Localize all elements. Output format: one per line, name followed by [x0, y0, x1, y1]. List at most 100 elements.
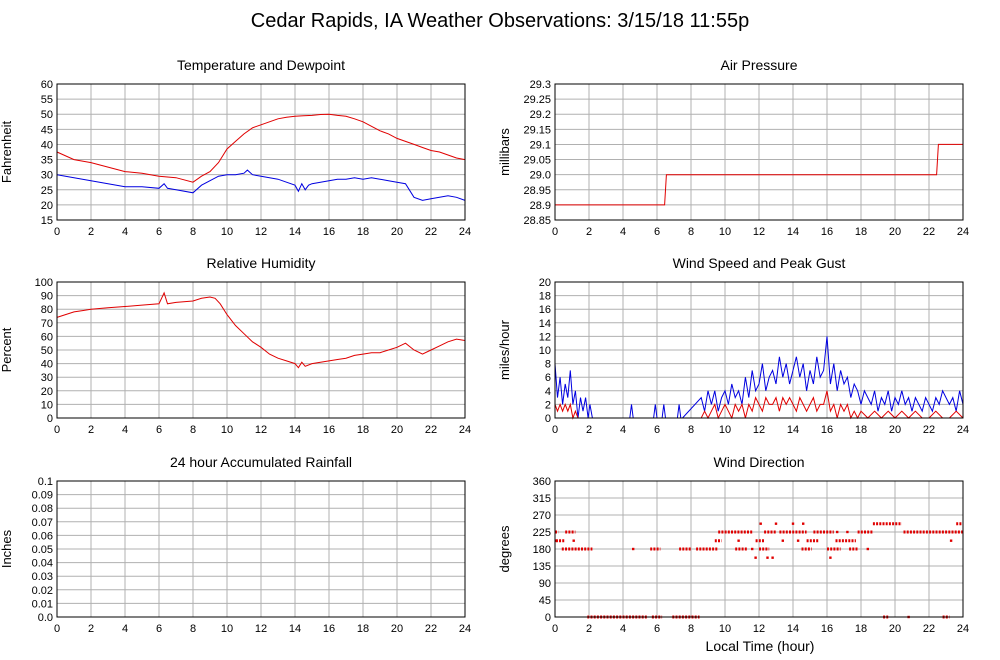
y-tick-label: 18 — [539, 291, 551, 303]
x-tick-label: 8 — [190, 623, 196, 635]
x-tick-label: 2 — [586, 226, 592, 238]
x-tick-label: 6 — [654, 424, 660, 436]
chart-title: Air Pressure — [720, 57, 797, 73]
y-tick-label: 40 — [41, 139, 53, 151]
y-tick-label: 20 — [41, 200, 53, 212]
x-tick-label: 6 — [156, 226, 162, 238]
y-tick-label: 135 — [533, 561, 551, 573]
y-axis-label: Inches — [0, 529, 14, 568]
y-tick-label: 25 — [41, 185, 53, 197]
x-tick-label: 18 — [357, 623, 369, 635]
x-tick-label: 10 — [719, 226, 731, 238]
y-tick-label: 225 — [533, 527, 551, 539]
y-tick-label: 20 — [41, 386, 53, 398]
y-tick-label: 90 — [539, 578, 551, 590]
y-tick-label: 270 — [533, 510, 551, 522]
y-tick-label: 0.08 — [32, 503, 53, 515]
y-tick-label: 30 — [41, 372, 53, 384]
x-tick-label: 16 — [323, 424, 335, 436]
y-tick-label: 180 — [533, 544, 551, 556]
x-tick-label: 0 — [54, 623, 60, 635]
y-tick-label: 315 — [533, 493, 551, 505]
x-tick-label: 10 — [719, 424, 731, 436]
direction-point — [632, 547, 635, 551]
x-tick-label: 0 — [552, 623, 558, 635]
x-tick-label: 20 — [889, 226, 901, 238]
direction-point — [572, 539, 575, 542]
x-tick-label: 16 — [821, 424, 833, 436]
y-tick-label: 29.05 — [523, 155, 551, 167]
x-tick-label: 4 — [620, 226, 626, 238]
x-tick-label: 0 — [552, 424, 558, 436]
plot-frame — [554, 281, 964, 419]
plot-frame — [554, 83, 964, 221]
x-tick-label: 20 — [889, 623, 901, 635]
y-tick-label: 100 — [35, 277, 53, 289]
y-tick-label: 29.25 — [523, 94, 551, 106]
x-tick-label: 18 — [855, 424, 867, 436]
x-tick-label: 22 — [425, 226, 437, 238]
x-tick-label: 16 — [323, 623, 335, 635]
y-tick-label: 0.0 — [38, 612, 53, 624]
y-tick-label: 360 — [533, 476, 551, 488]
x-tick-label: 8 — [190, 226, 196, 238]
direction-point — [829, 556, 832, 559]
y-tick-label: 28.9 — [530, 200, 551, 212]
direction-point — [737, 539, 740, 542]
direction-point — [836, 530, 839, 534]
series-line-0 — [555, 143, 963, 206]
x-tick-label: 20 — [391, 424, 403, 436]
x-tick-label: 2 — [88, 424, 94, 436]
x-axis-label: Local Time (hour) — [706, 638, 815, 654]
chart-title: Relative Humidity — [207, 255, 316, 271]
x-tick-label: 16 — [323, 226, 335, 238]
y-tick-label: 90 — [41, 291, 53, 303]
y-tick-label: 12 — [539, 331, 551, 343]
x-tick-label: 2 — [88, 226, 94, 238]
direction-point — [781, 539, 784, 542]
x-tick-label: 18 — [855, 623, 867, 635]
direction-point — [751, 547, 754, 551]
y-axis-label: Percent — [0, 327, 14, 372]
x-tick-label: 0 — [552, 226, 558, 238]
y-tick-label: 29.0 — [530, 170, 551, 182]
y-tick-label: 40 — [41, 359, 53, 371]
chart-title: Wind Direction — [713, 454, 804, 470]
direction-point — [766, 556, 769, 559]
y-tick-label: 0.06 — [32, 530, 53, 542]
x-tick-label: 18 — [357, 226, 369, 238]
y-tick-label: 0 — [47, 413, 53, 425]
x-tick-label: 10 — [719, 623, 731, 635]
y-axis-label: millibars — [497, 128, 512, 176]
x-tick-label: 4 — [122, 226, 128, 238]
x-tick-label: 22 — [923, 623, 935, 635]
figure-title: Cedar Rapids, IA Weather Observations: 3… — [251, 10, 749, 32]
x-tick-label: 24 — [957, 424, 969, 436]
x-tick-label: 4 — [122, 623, 128, 635]
y-axis-label: Fahrenheit — [0, 121, 14, 184]
plot-frame — [554, 480, 964, 618]
plot-frame — [56, 281, 466, 419]
y-tick-label: 60 — [41, 331, 53, 343]
x-tick-label: 16 — [821, 623, 833, 635]
y-tick-label: 15 — [41, 215, 53, 227]
x-tick-label: 0 — [54, 424, 60, 436]
x-tick-label: 8 — [688, 623, 694, 635]
y-tick-label: 0.1 — [38, 476, 53, 488]
y-tick-label: 45 — [41, 124, 53, 136]
x-tick-label: 22 — [425, 424, 437, 436]
x-tick-label: 12 — [255, 424, 267, 436]
x-tick-label: 24 — [459, 623, 471, 635]
y-tick-label: 0.02 — [32, 585, 53, 597]
y-tick-label: 50 — [41, 345, 53, 357]
x-tick-label: 12 — [753, 424, 765, 436]
chart-title: Wind Speed and Peak Gust — [673, 255, 846, 271]
x-tick-label: 12 — [255, 623, 267, 635]
x-tick-label: 24 — [957, 226, 969, 238]
y-tick-label: 80 — [41, 304, 53, 316]
y-axis-label: miles/hour — [497, 319, 512, 380]
y-tick-label: 55 — [41, 94, 53, 106]
